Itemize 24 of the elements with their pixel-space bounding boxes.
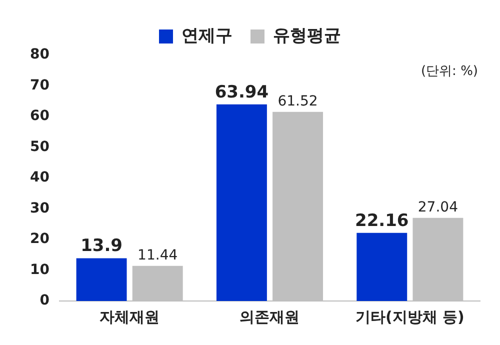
data-label: 63.94 [214,82,269,102]
bar [216,104,267,301]
data-label: 27.04 [418,199,458,216]
y-tick-label: 20 [30,231,50,248]
data-label: 11.44 [138,247,178,264]
y-tick-label: 80 [30,46,50,63]
legend-label: 연제구 [182,26,232,46]
data-label: 22.16 [354,210,409,231]
x-tick-label: 자체재원 [100,308,160,326]
bar [76,258,127,301]
y-tick-label: 50 [30,138,50,155]
bar [356,232,408,301]
y-tick-label: 40 [30,170,50,186]
x-tick-label: 기타(지방채 등) [355,308,464,326]
y-tick-label: 10 [30,262,50,278]
legend-label: 유형평균 [273,26,341,46]
y-tick-label: 60 [30,108,50,124]
data-label: 61.52 [278,93,318,110]
annotation: (단위: %) [420,63,478,80]
y-tick-label: 0 [40,292,50,309]
data-label: 13.9 [80,236,123,256]
x-tick-label: 의존재원 [240,308,300,326]
y-tick-label: 70 [30,77,50,94]
y-tick-label: 30 [30,200,50,216]
